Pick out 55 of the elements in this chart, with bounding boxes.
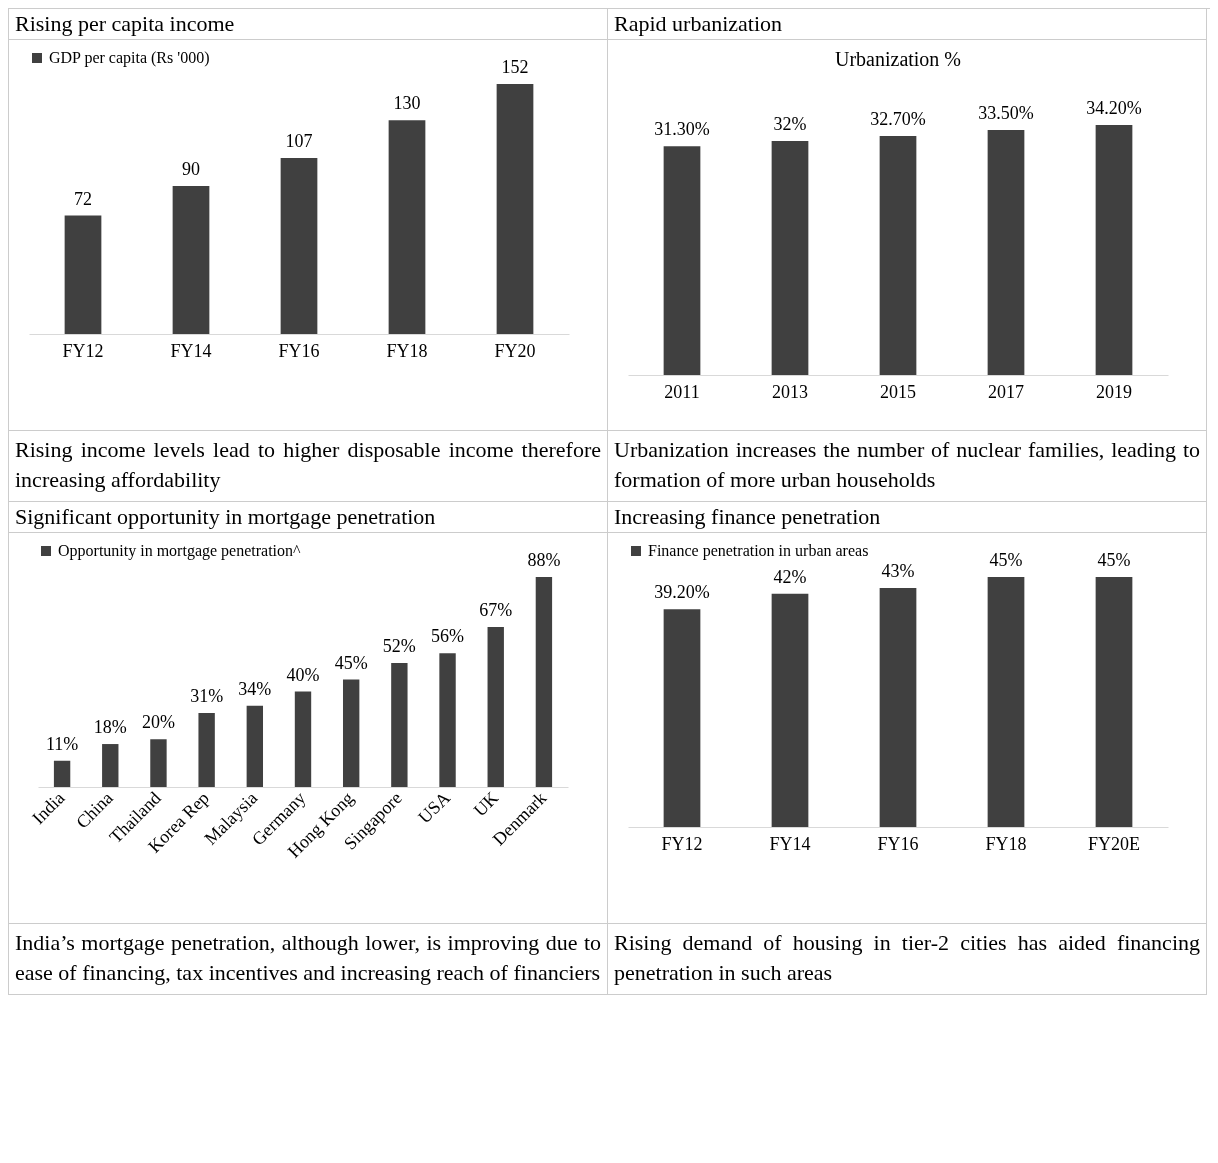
data-label: 32.70% bbox=[870, 108, 926, 129]
x-tick-label: FY18 bbox=[386, 340, 428, 361]
x-tick-label: FY12 bbox=[62, 340, 104, 361]
text: Rising income levels lead to higher disposable income therefore increasing affordability bbox=[9, 430, 607, 501]
chart-title: Rapid urbanization bbox=[608, 9, 1206, 40]
chart-title: Rising per capita income bbox=[9, 9, 607, 40]
data-label: 40% bbox=[286, 664, 320, 685]
data-label: 52% bbox=[382, 635, 416, 656]
x-tick-label: 2013 bbox=[772, 381, 808, 402]
data-label: 34.20% bbox=[1086, 98, 1142, 118]
legend-label: Finance penetration in urban areas bbox=[648, 542, 869, 560]
x-tick-label: FY14 bbox=[769, 833, 811, 854]
x-tick-label: USA bbox=[414, 787, 454, 828]
data-label: 88% bbox=[527, 550, 561, 570]
text: Urbanization increases the number of nuclear families, leading to formation of more urban households bbox=[608, 430, 1206, 501]
x-tick-label: 2017 bbox=[988, 381, 1024, 402]
data-label: 45% bbox=[334, 652, 368, 673]
x-tick-label: FY16 bbox=[877, 833, 919, 854]
x-tick-label: 2019 bbox=[1096, 381, 1132, 402]
x-tick-label: FY20E bbox=[1087, 833, 1141, 854]
x-tick-label: FY12 bbox=[661, 833, 703, 854]
chart-subtitle: Urbanization % bbox=[834, 48, 962, 70]
x-tick-label: FY20 bbox=[494, 340, 536, 361]
x-tick-label: 2011 bbox=[664, 381, 700, 402]
legend-label: GDP per capita (Rs '000) bbox=[49, 49, 210, 67]
data-label: 130 bbox=[393, 93, 421, 114]
data-label: 90 bbox=[182, 158, 200, 179]
chart-title: Significant opportunity in mortgage penetration bbox=[9, 502, 607, 533]
data-label: 31.30% bbox=[654, 119, 710, 140]
data-label: 107 bbox=[285, 131, 313, 152]
data-label: 45% bbox=[1097, 550, 1131, 570]
data-label: 18% bbox=[93, 717, 127, 738]
data-label: 42% bbox=[773, 566, 807, 587]
data-label: 45% bbox=[989, 550, 1023, 570]
text: Rising demand of housing in tier-2 cities has aided financing penetration in such areas bbox=[608, 923, 1206, 994]
x-tick-label: FY18 bbox=[985, 833, 1027, 854]
data-label: 72 bbox=[74, 188, 92, 209]
data-label: 33.50% bbox=[978, 103, 1034, 124]
data-label: 11% bbox=[45, 733, 79, 754]
x-tick-label: India bbox=[28, 787, 69, 829]
data-label: 20% bbox=[141, 712, 175, 733]
chart-title: Increasing finance penetration bbox=[608, 502, 1206, 533]
x-tick-label: FY14 bbox=[170, 340, 212, 361]
data-label: 43% bbox=[881, 561, 915, 582]
data-label: 56% bbox=[431, 626, 465, 647]
data-label: 67% bbox=[479, 600, 513, 621]
x-tick-label: 2015 bbox=[880, 381, 916, 402]
data-label: 31% bbox=[190, 686, 224, 707]
data-label: 32% bbox=[773, 114, 807, 135]
legend-label: Opportunity in mortgage penetration^ bbox=[58, 542, 302, 560]
x-tick-label: FY16 bbox=[278, 340, 320, 361]
text: India’s mortgage penetration, although lower, is improving due to ease of financing, tax incentives and increasing reach of financiers bbox=[9, 923, 607, 994]
data-label: 39.20% bbox=[654, 582, 710, 603]
data-label: 34% bbox=[238, 678, 272, 699]
data-label: 152 bbox=[501, 57, 529, 77]
